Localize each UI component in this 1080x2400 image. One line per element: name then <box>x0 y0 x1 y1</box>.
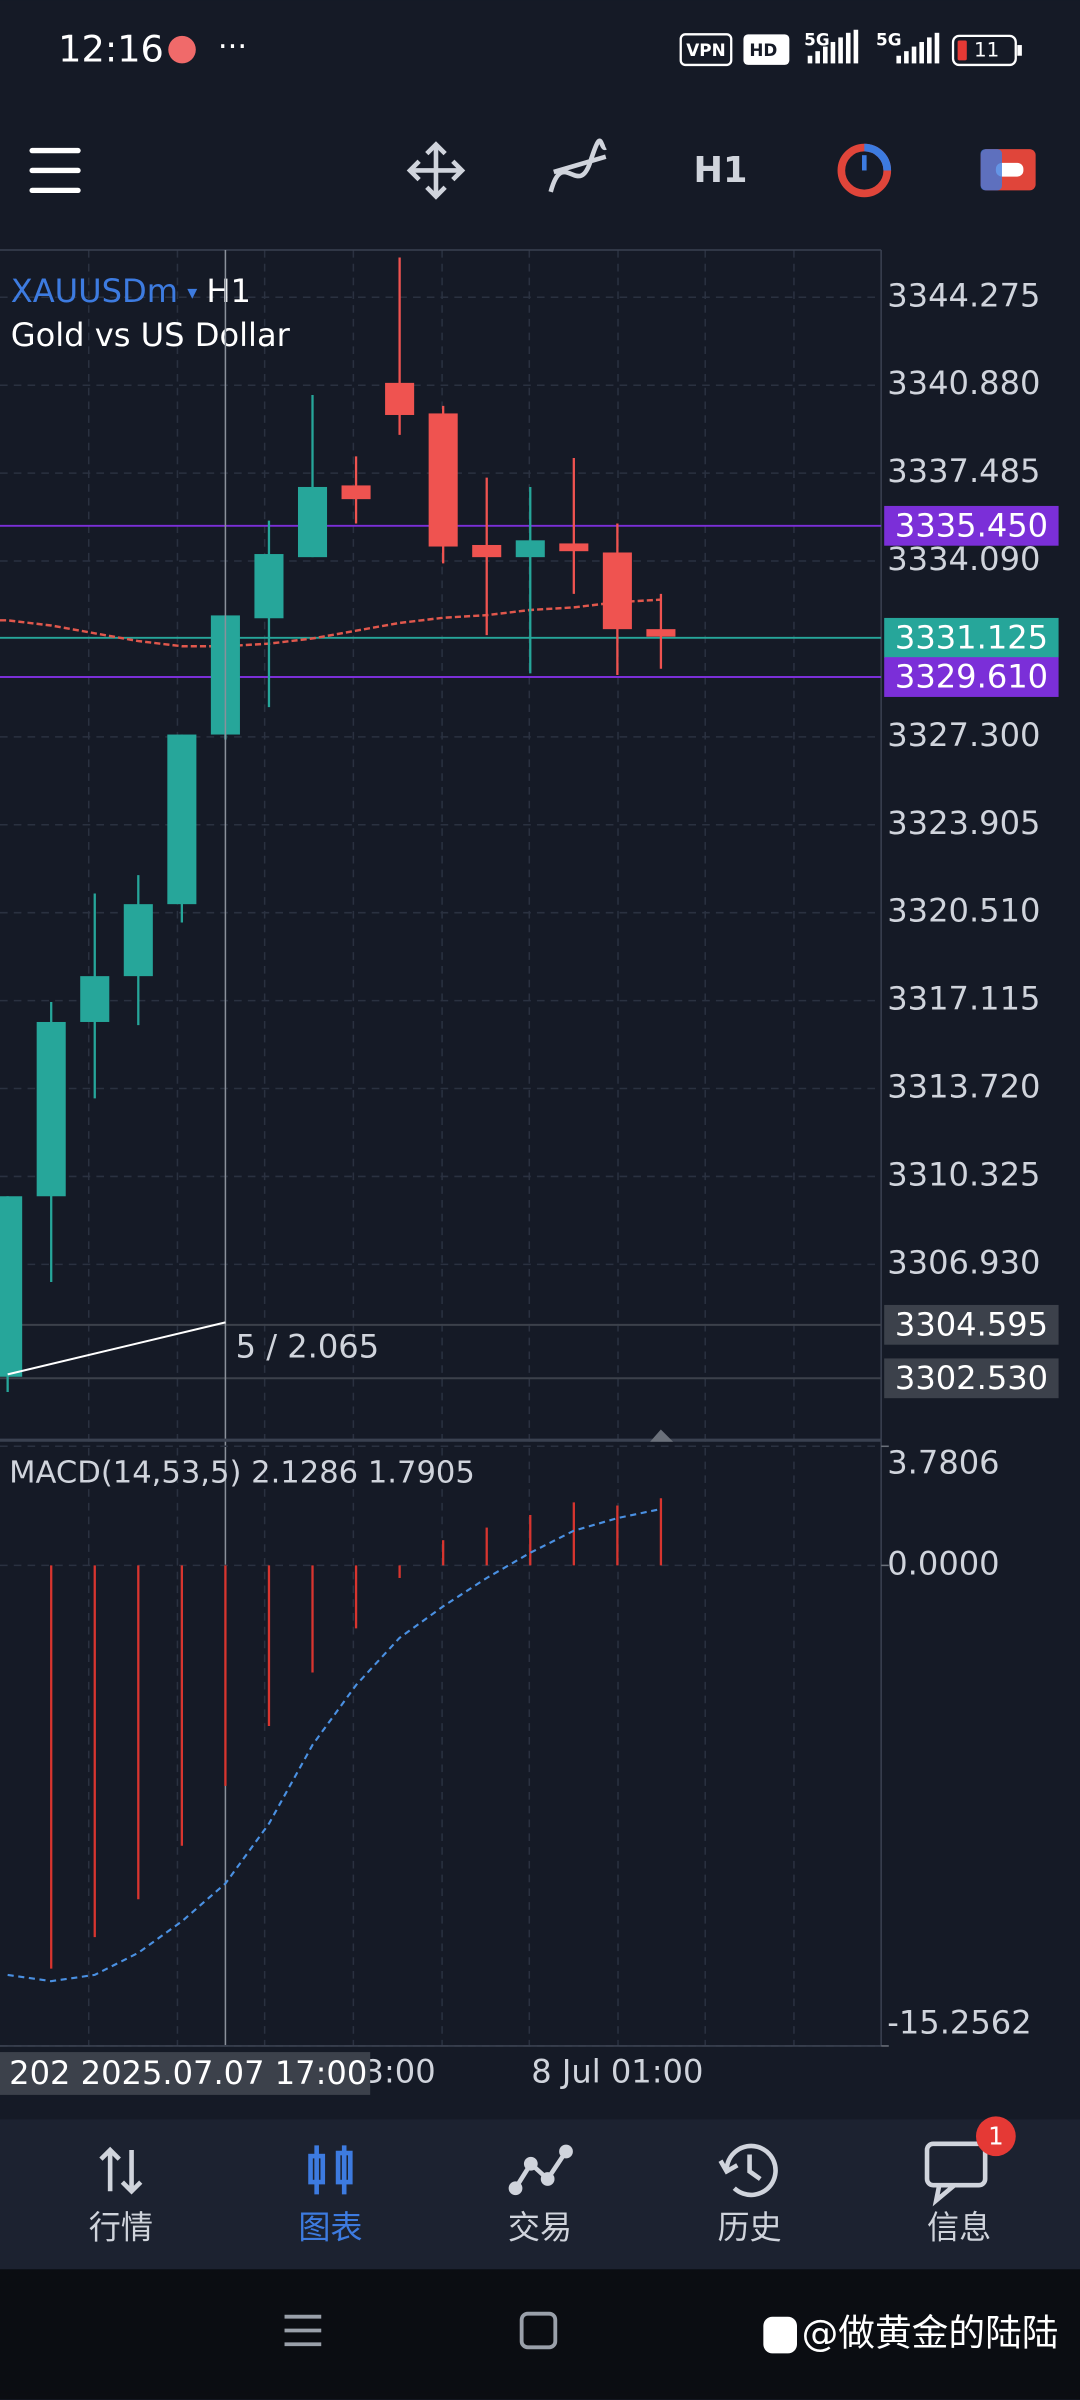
symbol-name: XAUUSDm <box>11 272 178 310</box>
messages-icon[interactable] <box>924 2141 988 2207</box>
price-label: 3329.610 <box>895 658 1048 696</box>
nav-label[interactable]: 行情 <box>89 2209 153 2247</box>
chart-icon[interactable] <box>308 2145 353 2195</box>
pane-handle <box>650 1429 674 1442</box>
chart-area: 3344.275 3340.880 3337.485 3334.090 3327.300… <box>0 249 1059 2095</box>
clock-button[interactable] <box>837 143 892 198</box>
price-label: 3302.530 <box>895 1359 1048 1397</box>
candle-body <box>472 544 502 558</box>
y-tick-label: 3334.090 <box>887 540 1040 578</box>
system-home[interactable] <box>519 2311 558 2350</box>
price-label-box <box>884 1358 1059 1399</box>
candle-body <box>515 540 545 558</box>
candle-body <box>646 629 676 637</box>
price-label-box <box>884 505 1059 546</box>
candle-body <box>167 734 197 905</box>
crosshair-label: 202 2025.07.07 17:00 <box>9 2054 367 2092</box>
signal-line <box>7 1507 662 1983</box>
nav-label[interactable]: 交易 <box>508 2209 572 2247</box>
candle-body <box>123 904 153 977</box>
candle-body <box>341 485 371 500</box>
x-tick-label: 8 Jul 01:00 <box>531 2052 703 2090</box>
price-label-box <box>884 617 1059 658</box>
y-tick-label: 3323.905 <box>887 804 1040 842</box>
symbol: XAUUSDm ▾ H1 <box>11 272 251 310</box>
y-tick-label: -15.2562 <box>887 2004 1031 2042</box>
y-tick-label: 3327.300 <box>887 716 1040 754</box>
candle-body <box>297 486 328 558</box>
crosshair-label-box <box>0 2052 371 2095</box>
network-1: 5G <box>804 29 830 49</box>
battery-percent: 11 <box>974 39 999 62</box>
y-tick-label: 3317.115 <box>887 980 1040 1018</box>
battery-level <box>957 40 967 61</box>
quotes-icon[interactable] <box>99 2146 143 2195</box>
symbol-description: Gold vs US Dollar <box>11 316 291 354</box>
candle-body <box>428 413 458 547</box>
watermark-logo <box>763 2316 797 2354</box>
hd-box <box>743 34 790 65</box>
network-2: 5G <box>876 29 902 49</box>
crosshair-tool[interactable] <box>406 141 466 200</box>
nav-label[interactable]: 信息 <box>927 2209 991 2247</box>
y-tick-label: 3344.275 <box>887 276 1040 314</box>
price-label: 3331.125 <box>895 618 1048 656</box>
system-menu[interactable] <box>284 2314 322 2347</box>
y-tick-label: 3337.485 <box>887 452 1040 490</box>
macd-label: MACD(14,53,5) 2.1286 1.7905 <box>9 1455 475 1490</box>
y-tick-label: 3.7806 <box>887 1444 999 1482</box>
bottom-nav-bg <box>0 2119 1080 2270</box>
dropdown-caret: ▾ <box>187 280 197 303</box>
y-tick-label: 3340.880 <box>887 364 1040 402</box>
x-tick-label: 3:00 <box>364 2052 436 2090</box>
indicators-button[interactable] <box>548 138 607 193</box>
candle-body <box>602 552 632 630</box>
history-icon[interactable] <box>718 2143 778 2198</box>
badge <box>975 2116 1016 2157</box>
nav-label[interactable]: 图表 <box>298 2209 362 2247</box>
system-bar-bg <box>0 2269 1080 2400</box>
battery <box>951 34 1017 67</box>
y-tick-label: 3306.930 <box>887 1243 1040 1281</box>
y-tick-label: 3320.510 <box>887 892 1040 930</box>
y-tick-label: 3310.325 <box>887 1155 1040 1193</box>
candle-body <box>0 1196 23 1377</box>
badge-count: 1 <box>988 2122 1004 2151</box>
signal-2 <box>896 32 940 64</box>
menu-button[interactable] <box>29 147 81 194</box>
nav-label[interactable]: 历史 <box>717 2209 781 2247</box>
y-tick-label: 0.0000 <box>887 1544 999 1582</box>
price-label: 3304.595 <box>895 1305 1048 1343</box>
trade-button[interactable] <box>980 149 1036 191</box>
candle-body <box>254 554 284 619</box>
price-label-box <box>884 1304 1059 1345</box>
price-label: 3335.450 <box>895 506 1048 544</box>
measure-line <box>7 1321 226 1376</box>
watermark: @做黄金的陆陆 <box>802 2312 1059 2355</box>
clock: 12:16 <box>58 28 164 71</box>
vpn-box <box>679 33 733 67</box>
battery-tip <box>1017 45 1022 56</box>
candle-body <box>80 976 110 1022</box>
price-label-box <box>884 657 1059 697</box>
signal-1 <box>807 29 859 64</box>
vpn: VPN <box>686 40 725 60</box>
moving-average <box>0 598 661 648</box>
candle-body <box>559 543 589 552</box>
candle-body <box>385 382 415 415</box>
measure-label: 5 / 2.065 <box>236 1327 380 1365</box>
candle-body <box>36 1021 66 1197</box>
timeframe-button[interactable]: H1 <box>694 150 748 191</box>
y-tick-label: 3313.720 <box>887 1068 1040 1106</box>
symbol-timeframe: H1 <box>206 272 251 310</box>
hd: HD <box>749 40 777 60</box>
trade-icon[interactable] <box>508 2144 573 2196</box>
more-dots: ··· <box>218 30 247 65</box>
app-icon <box>168 35 196 64</box>
